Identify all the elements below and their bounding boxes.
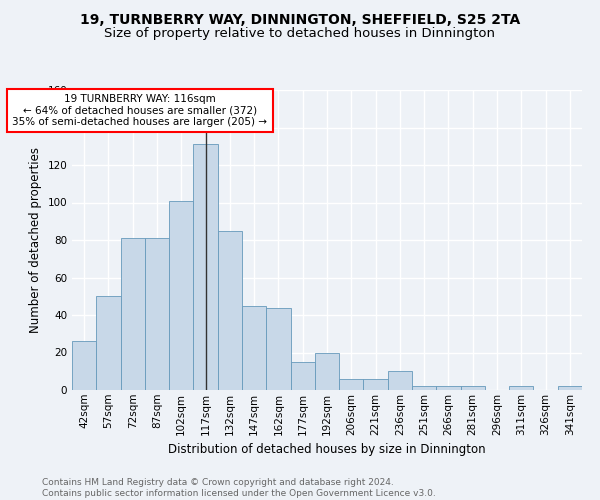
Text: 19 TURNBERRY WAY: 116sqm
← 64% of detached houses are smaller (372)
35% of semi-: 19 TURNBERRY WAY: 116sqm ← 64% of detach…: [13, 94, 268, 127]
Bar: [96, 296, 121, 390]
Bar: [266, 308, 290, 390]
X-axis label: Distribution of detached houses by size in Dinnington: Distribution of detached houses by size …: [168, 443, 486, 456]
Bar: [218, 230, 242, 390]
Bar: [315, 352, 339, 390]
Bar: [412, 386, 436, 390]
Bar: [364, 379, 388, 390]
Bar: [461, 386, 485, 390]
Y-axis label: Number of detached properties: Number of detached properties: [29, 147, 42, 333]
Bar: [242, 306, 266, 390]
Bar: [290, 362, 315, 390]
Bar: [509, 386, 533, 390]
Bar: [169, 200, 193, 390]
Bar: [193, 144, 218, 390]
Bar: [72, 341, 96, 390]
Bar: [558, 386, 582, 390]
Bar: [121, 238, 145, 390]
Bar: [145, 238, 169, 390]
Bar: [388, 371, 412, 390]
Bar: [339, 379, 364, 390]
Text: Size of property relative to detached houses in Dinnington: Size of property relative to detached ho…: [104, 28, 496, 40]
Bar: [436, 386, 461, 390]
Text: Contains HM Land Registry data © Crown copyright and database right 2024.
Contai: Contains HM Land Registry data © Crown c…: [42, 478, 436, 498]
Text: 19, TURNBERRY WAY, DINNINGTON, SHEFFIELD, S25 2TA: 19, TURNBERRY WAY, DINNINGTON, SHEFFIELD…: [80, 12, 520, 26]
